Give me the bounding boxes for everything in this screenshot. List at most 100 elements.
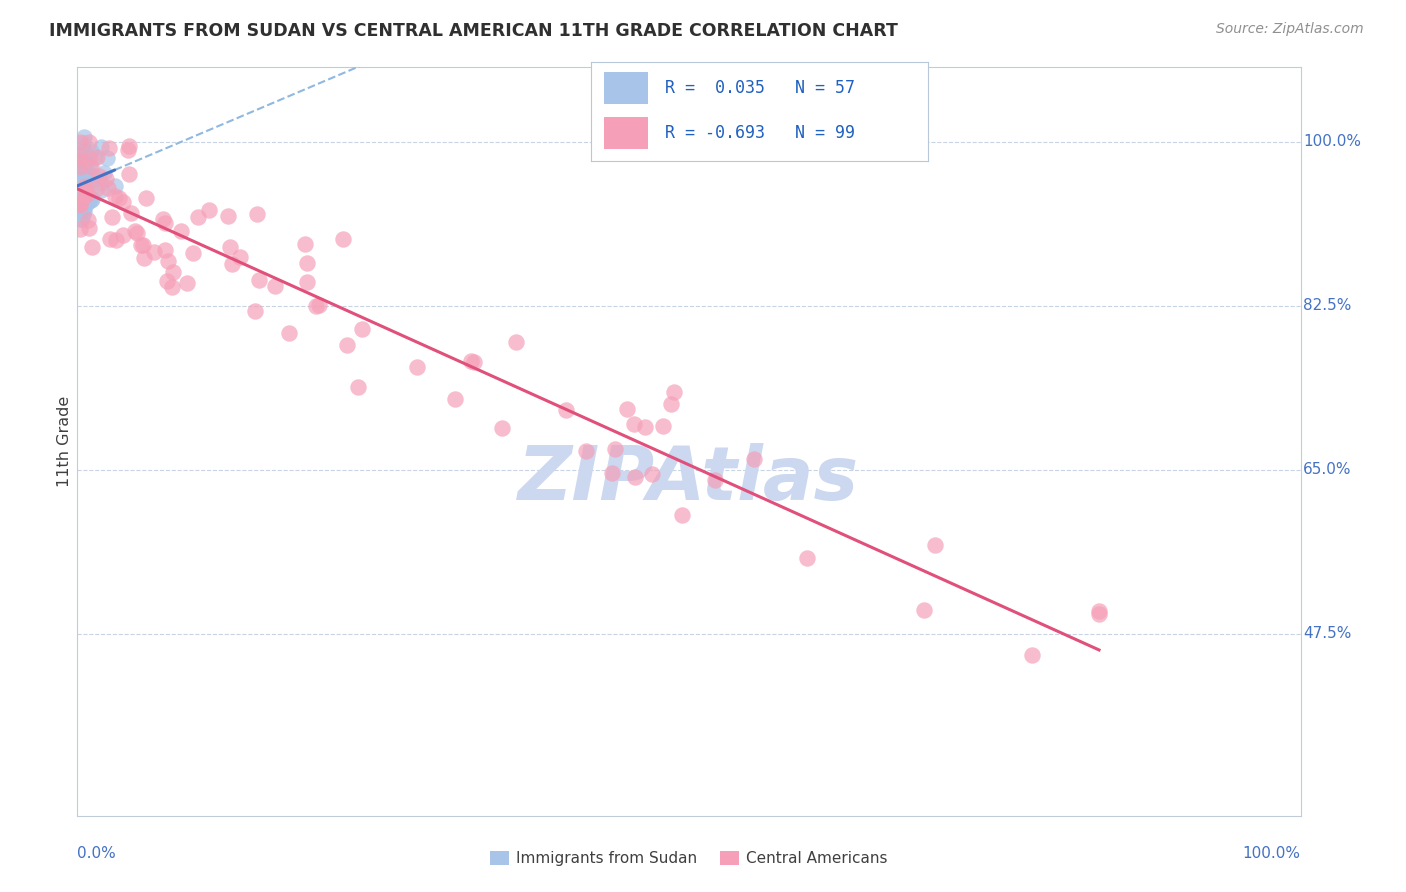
Point [67, 159, 90, 173]
Point [72, 136, 94, 151]
Point [623, 417, 645, 432]
Point [90, 183, 112, 197]
Point [97, 181, 120, 195]
Text: 100.0%: 100.0% [1303, 135, 1361, 149]
Point [914, 603, 936, 617]
Point [120, 206, 142, 220]
Point [460, 353, 482, 368]
Point [73, 155, 96, 169]
Point [124, 224, 146, 238]
Point [229, 251, 252, 265]
Point [277, 326, 299, 340]
Point [104, 188, 127, 202]
Point [406, 360, 429, 375]
Point [135, 191, 157, 205]
Point [73, 165, 96, 179]
Point [69, 202, 91, 217]
Point [80, 160, 103, 174]
Point [96, 151, 118, 165]
Point [554, 403, 576, 417]
Point [181, 245, 204, 260]
Point [444, 392, 467, 407]
Point [75, 184, 97, 198]
Point [69, 222, 91, 236]
Point [79, 157, 101, 171]
Point [72, 176, 94, 190]
Point [93, 166, 115, 180]
Point [111, 195, 134, 210]
Point [75, 144, 97, 158]
Point [80, 192, 103, 206]
Point [72, 186, 94, 201]
Point [90, 177, 112, 191]
Point [218, 240, 240, 254]
Point [247, 272, 270, 286]
Point [79, 144, 101, 158]
Point [350, 321, 373, 335]
Point [662, 384, 685, 399]
Point [703, 473, 725, 487]
Point [84, 149, 107, 163]
Point [84, 182, 107, 196]
Point [97, 141, 120, 155]
Point [117, 139, 139, 153]
Point [72, 164, 94, 178]
Point [117, 143, 139, 157]
Point [346, 380, 368, 394]
Point [198, 202, 221, 217]
Point [77, 221, 100, 235]
Point [69, 160, 91, 174]
Point [82, 169, 104, 183]
Point [924, 538, 946, 552]
Point [134, 251, 156, 265]
Point [72, 183, 94, 197]
Point [89, 140, 111, 154]
Point [67, 161, 90, 175]
Point [94, 172, 117, 186]
Point [152, 211, 174, 226]
Point [75, 179, 97, 194]
Point [160, 280, 183, 294]
Point [796, 550, 818, 565]
Point [80, 193, 103, 207]
Point [67, 150, 90, 164]
Point [73, 203, 96, 218]
Point [73, 180, 96, 194]
Point [75, 184, 97, 198]
Point [575, 443, 598, 458]
Point [80, 240, 103, 254]
Point [169, 224, 191, 238]
Point [75, 188, 97, 202]
Point [98, 231, 121, 245]
Point [1021, 648, 1043, 662]
Point [142, 244, 165, 259]
Point [76, 187, 98, 202]
Point [634, 420, 657, 434]
Point [742, 452, 765, 467]
Point [67, 157, 90, 171]
Point [1088, 607, 1111, 621]
Text: R = -0.693   N = 99: R = -0.693 N = 99 [665, 124, 855, 142]
Point [118, 167, 141, 181]
Point [600, 466, 623, 480]
Point [69, 197, 91, 211]
Bar [605, 72, 648, 103]
Point [79, 135, 101, 149]
Text: 100.0%: 100.0% [1243, 847, 1301, 861]
Point [69, 197, 91, 211]
Point [125, 226, 148, 240]
Point [86, 150, 108, 164]
Point [82, 173, 104, 187]
Point [491, 421, 513, 435]
Point [463, 355, 485, 369]
Point [132, 238, 155, 252]
Point [162, 265, 184, 279]
Point [69, 212, 91, 227]
Point [112, 227, 135, 242]
Point [69, 180, 91, 194]
Point [67, 202, 90, 216]
Point [73, 202, 96, 216]
Text: R =  0.035   N = 57: R = 0.035 N = 57 [665, 79, 855, 97]
Point [108, 191, 131, 205]
Text: ZIPAtlas: ZIPAtlas [519, 442, 859, 516]
